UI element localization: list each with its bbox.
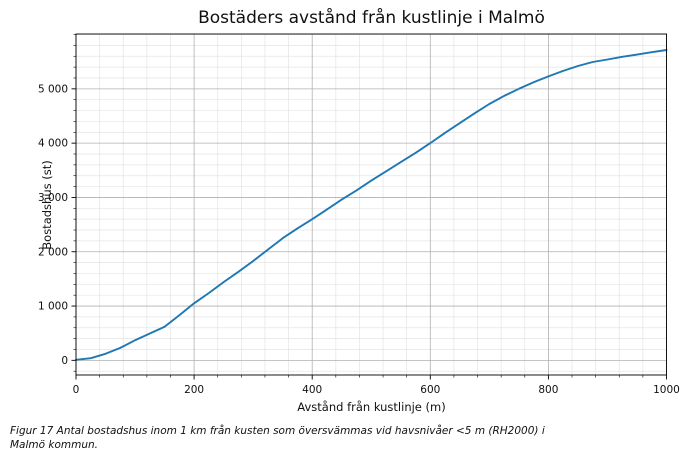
tick-marks [71,34,667,380]
y-tick-label: 1 000 [38,301,68,313]
y-tick-label: 3 000 [38,192,68,204]
x-tick-label: 0 [73,384,80,396]
y-tick-label: 2 000 [38,246,68,258]
series-line [75,49,668,361]
chart-title: Bostäders avstånd från kustlinje i Malmö [198,8,545,28]
y-tick-label: 5 000 [38,83,68,95]
x-tick-label: 200 [184,384,204,396]
data-series [75,49,668,361]
y-tick-label: 4 000 [38,138,68,150]
minor-gridlines [76,34,667,375]
x-tick-label: 800 [538,384,558,396]
x-axis-label: Avstånd från kustlinje (m) [297,400,446,414]
figure-caption-line-2: Malmö kommun. [10,439,99,451]
plot-frame [75,33,667,376]
x-tick-label: 400 [302,384,322,396]
x-tick-label: 1000 [653,384,680,396]
figure-caption: Figur 17 Antal bostadshus inom 1 km från… [10,424,545,452]
figure-caption-line-1: Figur 17 Antal bostadshus inom 1 km från… [10,425,545,437]
y-axis-label: Bostadshus (st) [40,160,54,250]
y-tick-label: 0 [61,355,68,367]
x-tick-label: 600 [420,384,440,396]
major-gridlines [75,34,667,375]
tick-labels: 0 200 400 600 800 1000 0 1 000 2 000 3 000 4 000 5 … [38,83,680,396]
